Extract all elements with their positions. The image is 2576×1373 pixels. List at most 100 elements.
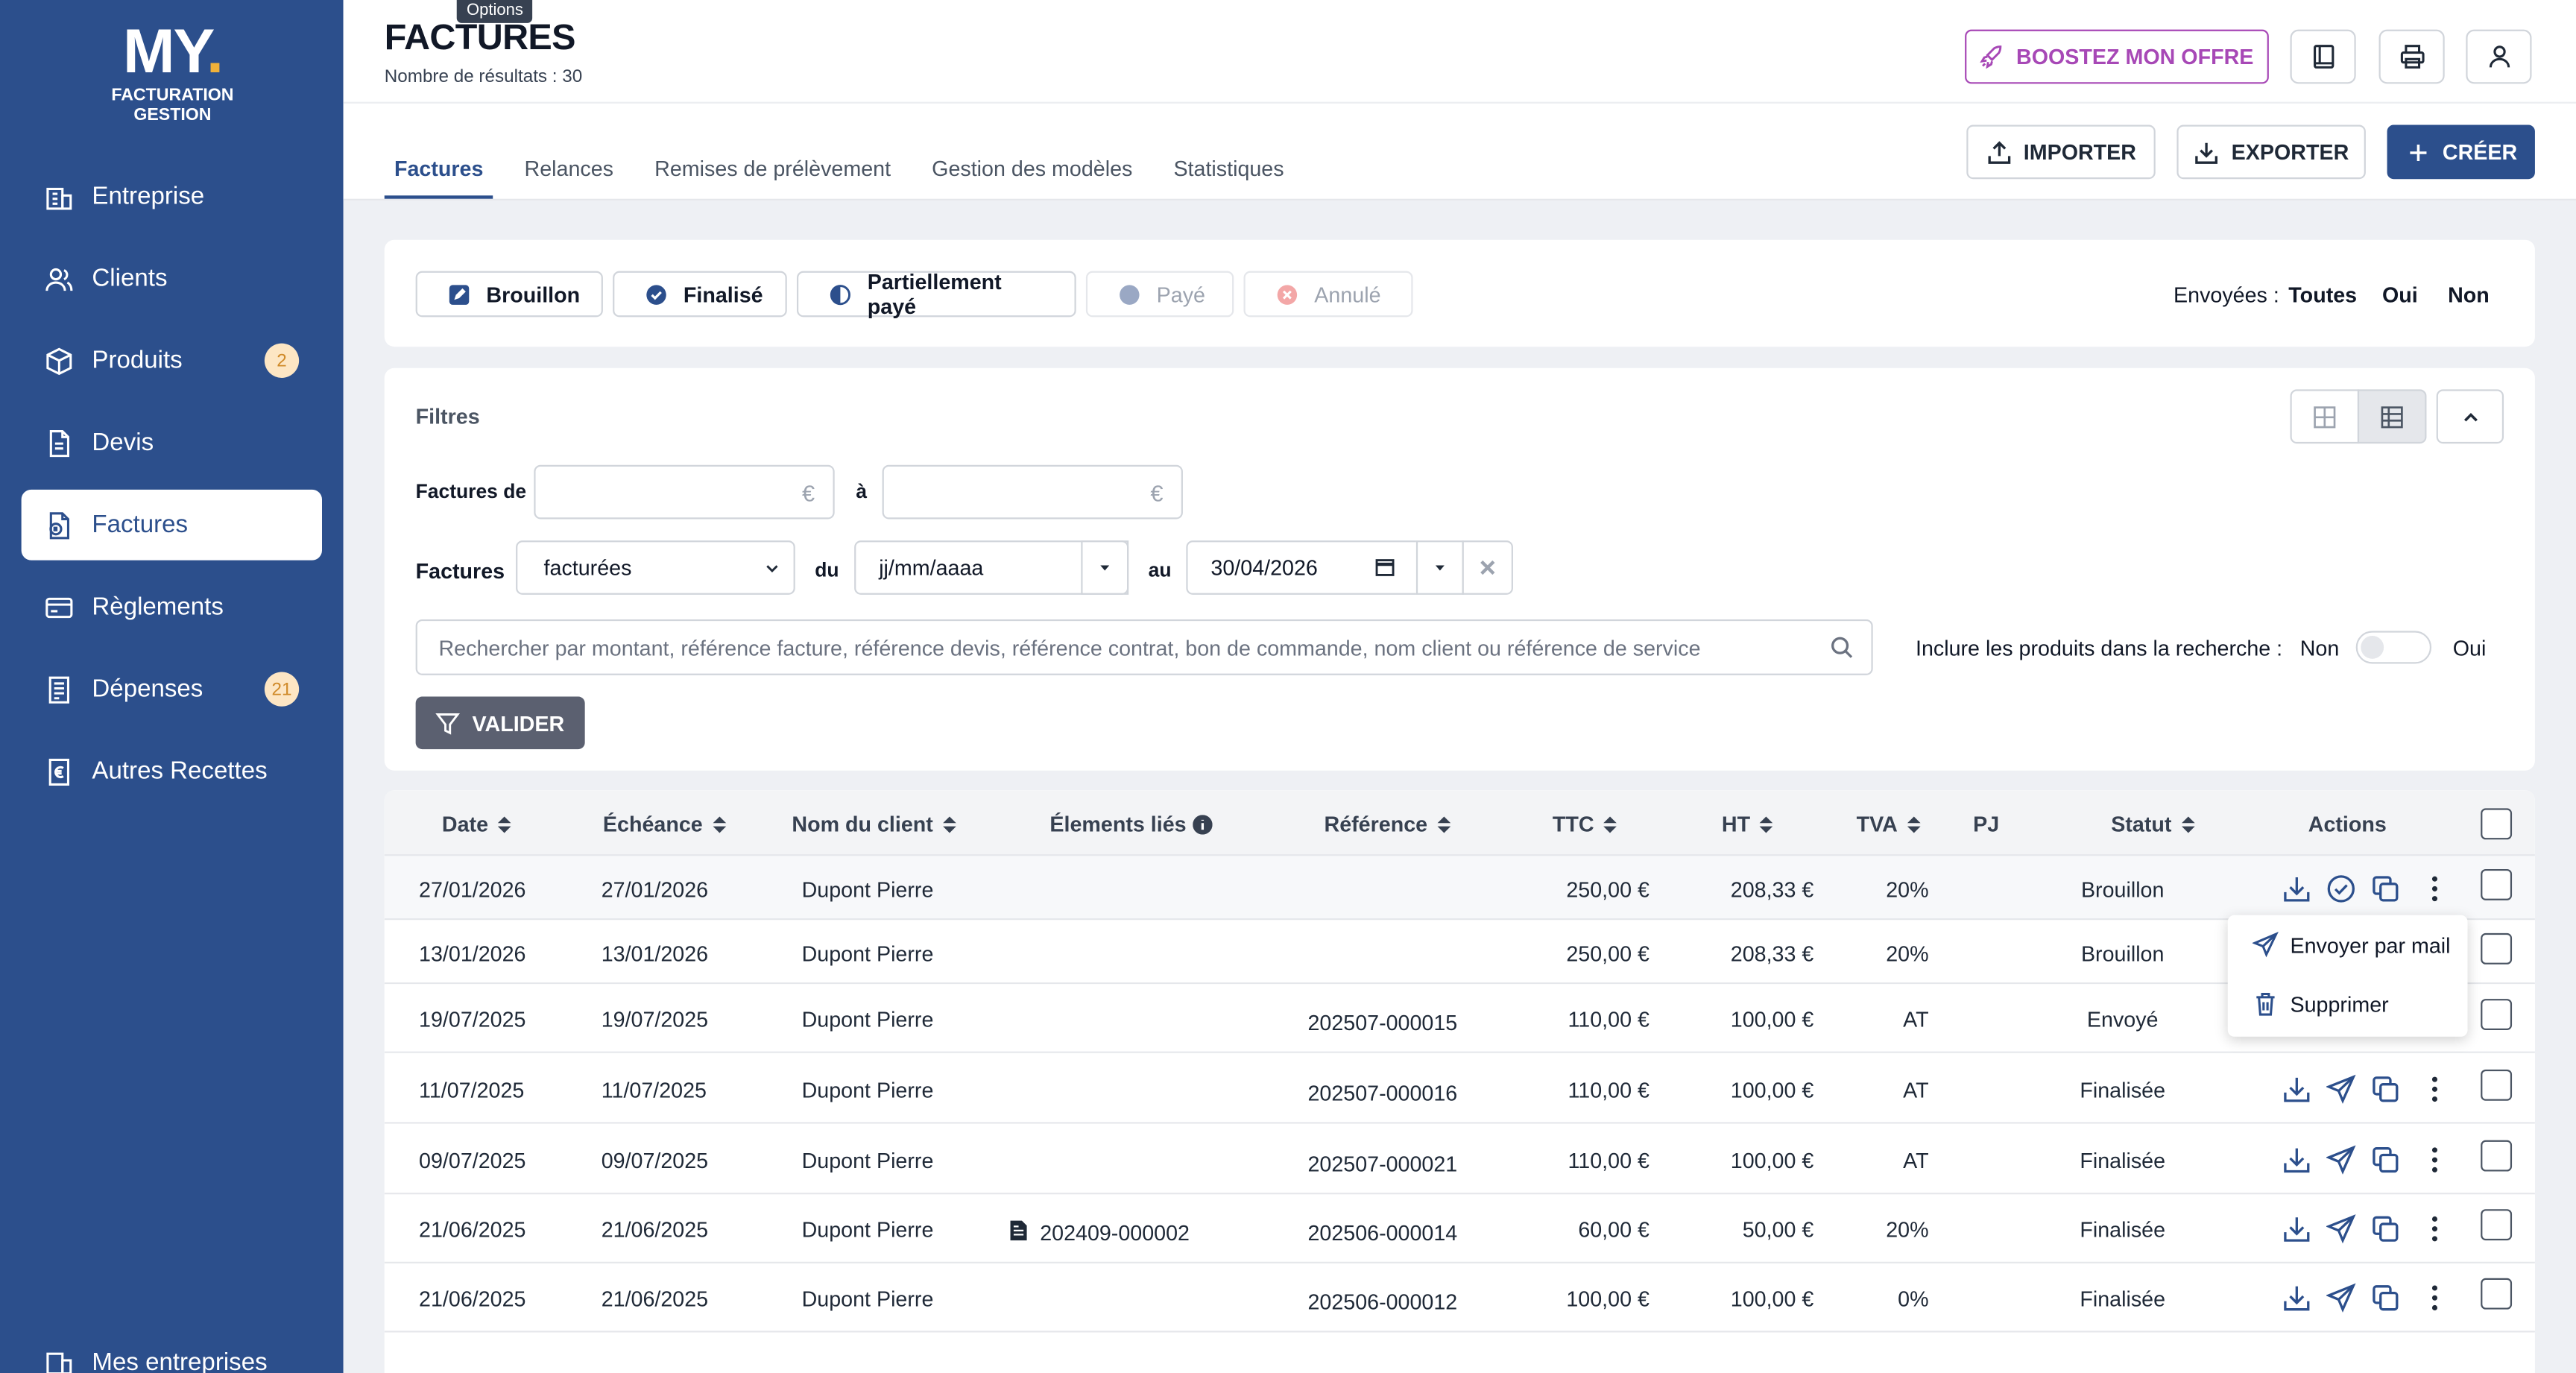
amount-from-input[interactable]: € (534, 464, 835, 520)
row-checkbox[interactable] (2481, 1140, 2513, 1172)
chip-partiellement-paye[interactable]: Partiellement payé (796, 269, 1076, 319)
export-button[interactable]: EXPORTER (2176, 124, 2366, 180)
col-client[interactable]: Nom du client (792, 812, 956, 836)
include-products-toggle[interactable] (2355, 631, 2432, 664)
more-vertical-icon[interactable] (2420, 1145, 2450, 1175)
send-by-mail-item[interactable]: Envoyer par mail (2252, 932, 2451, 958)
chip-paye[interactable]: Payé (1085, 271, 1234, 318)
table-row[interactable]: 19/07/2025 19/07/2025 Dupont Pierre 202507-… (384, 984, 2535, 1053)
book-button[interactable] (2290, 29, 2356, 84)
col-echeance[interactable]: Échéance (603, 812, 726, 836)
chip-label: Annulé (1314, 282, 1381, 307)
table-row[interactable]: 09/07/2025 09/07/2025 Dupont Pierre 202507-… (384, 1123, 2535, 1195)
date-to-dropdown[interactable] (1415, 540, 1464, 595)
sidebar-item-clients[interactable]: Clients (22, 243, 322, 314)
row-checkbox[interactable] (2481, 1209, 2513, 1241)
tab-relances[interactable]: Relances (524, 156, 614, 181)
duplicate-icon[interactable] (2371, 1283, 2401, 1313)
table-row[interactable]: 21/06/2025 21/06/2025 Dupont Pierre 202409-… (384, 1194, 2535, 1263)
date-from-dropdown[interactable] (1081, 540, 1129, 595)
col-ht[interactable]: HT (1722, 812, 1773, 836)
more-vertical-icon[interactable] (2420, 874, 2450, 904)
col-tva[interactable]: TVA (1857, 812, 1921, 836)
chip-brouillon[interactable]: Brouillon (415, 271, 603, 318)
send-icon[interactable] (2326, 1283, 2356, 1313)
delete-item[interactable]: Supprimer (2253, 991, 2389, 1017)
row-checkbox[interactable] (2481, 999, 2513, 1030)
col-statut[interactable]: Statut (2111, 812, 2195, 836)
cell-date: 21/06/2025 (419, 1286, 526, 1311)
sort-icon (1603, 815, 1617, 833)
cell-client: Dupont Pierre (801, 1077, 934, 1102)
row-checkbox[interactable] (2481, 1278, 2513, 1310)
row-checkbox[interactable] (2481, 1069, 2513, 1101)
search-input[interactable]: Rechercher par montant, référence factur… (415, 619, 1873, 675)
table-row[interactable]: 13/01/2026 13/01/2026 Dupont Pierre 250,00 … (384, 920, 2535, 985)
send-icon[interactable] (2326, 1145, 2356, 1175)
grid-view-toggle[interactable] (2290, 389, 2360, 444)
envoyees-non[interactable]: Non (2448, 283, 2490, 308)
amount-to-input[interactable]: € (882, 464, 1183, 520)
table-row[interactable]: 21/06/2025 21/06/2025 Dupont Pierre 202506-… (384, 1263, 2535, 1333)
more-vertical-icon[interactable] (2420, 1283, 2450, 1313)
sidebar-item-devis[interactable]: Devis (22, 408, 322, 479)
date-to-input[interactable]: 30/04/2026 (1186, 540, 1420, 595)
tab-gestion-modeles[interactable]: Gestion des modèles (932, 156, 1133, 181)
collapse-filters-button[interactable] (2436, 389, 2504, 444)
validate-button[interactable]: VALIDER (415, 696, 585, 750)
duplicate-icon[interactable] (2371, 1074, 2401, 1104)
duplicate-icon[interactable] (2371, 1214, 2401, 1244)
col-reference[interactable]: Référence (1325, 812, 1450, 836)
search-icon[interactable] (1830, 636, 1853, 659)
amount-from-label: Factures de (415, 479, 527, 503)
calendar-icon[interactable] (1375, 557, 1395, 576)
sidebar-item-depenses[interactable]: Dépenses 21 (22, 654, 322, 725)
mes-entreprises-link[interactable]: Mes entreprises (45, 1347, 268, 1373)
chip-finalise[interactable]: Finalisé (613, 271, 787, 318)
sidebar-item-produits[interactable]: Produits 2 (22, 325, 322, 396)
table-row[interactable]: 27/01/2026 27/01/2026 Dupont Pierre 250,00 … (384, 856, 2535, 921)
table-view-toggle[interactable] (2357, 389, 2427, 444)
boost-offer-button[interactable]: BOOSTEZ MON OFFRE (1965, 29, 2269, 84)
sidebar-item-entreprise[interactable]: Entreprise (22, 161, 322, 232)
select-all-checkbox[interactable] (2481, 808, 2513, 840)
profile-button[interactable] (2466, 29, 2532, 84)
envoyees-oui[interactable]: Oui (2381, 283, 2418, 308)
clear-date-button[interactable] (1462, 540, 1513, 595)
download-icon[interactable] (2282, 1214, 2311, 1244)
duplicate-icon[interactable] (2371, 1145, 2401, 1175)
download-icon[interactable] (2282, 874, 2311, 904)
chevron-down-icon (764, 561, 780, 577)
download-icon[interactable] (2282, 1145, 2311, 1175)
chip-annule[interactable]: Annulé (1243, 271, 1413, 318)
row-checkbox[interactable] (2481, 868, 2513, 900)
table-row[interactable]: 11/07/2025 11/07/2025 Dupont Pierre 202507-… (384, 1052, 2535, 1124)
invoices-type-select[interactable]: facturées (516, 540, 795, 595)
envoyees-toutes[interactable]: Toutes (2288, 283, 2358, 308)
download-icon[interactable] (2282, 1283, 2311, 1313)
more-vertical-icon[interactable] (2420, 1214, 2450, 1244)
finalize-icon[interactable] (2326, 874, 2356, 904)
duplicate-icon[interactable] (2371, 874, 2401, 904)
import-button[interactable]: IMPORTER (1966, 124, 2156, 180)
main-content: FACTURES Options Nombre de résultats : 3… (343, 0, 2576, 1373)
download-icon[interactable] (2282, 1074, 2311, 1104)
sidebar-item-autres-recettes[interactable]: Autres Recettes (22, 736, 322, 807)
col-date[interactable]: Date (442, 812, 511, 836)
print-button[interactable] (2378, 29, 2445, 84)
tab-factures[interactable]: Factures (384, 135, 493, 199)
tab-statistiques[interactable]: Statistiques (1173, 156, 1284, 181)
more-vertical-icon[interactable] (2420, 1074, 2450, 1104)
cell-statut: Brouillon (2080, 941, 2165, 967)
app-logo[interactable]: MY. FACTURATION GESTION (98, 19, 246, 124)
tab-remises-prelevement[interactable]: Remises de prélèvement (654, 156, 891, 181)
info-icon[interactable] (1193, 814, 1213, 834)
send-icon[interactable] (2326, 1074, 2356, 1104)
row-checkbox[interactable] (2481, 932, 2513, 965)
col-ttc[interactable]: TTC (1553, 812, 1617, 836)
sidebar-item-factures[interactable]: Factures (21, 489, 323, 561)
sidebar-item-reglements[interactable]: Règlements (22, 572, 322, 643)
create-button[interactable]: CRÉER (2387, 124, 2535, 180)
send-icon[interactable] (2326, 1214, 2356, 1244)
